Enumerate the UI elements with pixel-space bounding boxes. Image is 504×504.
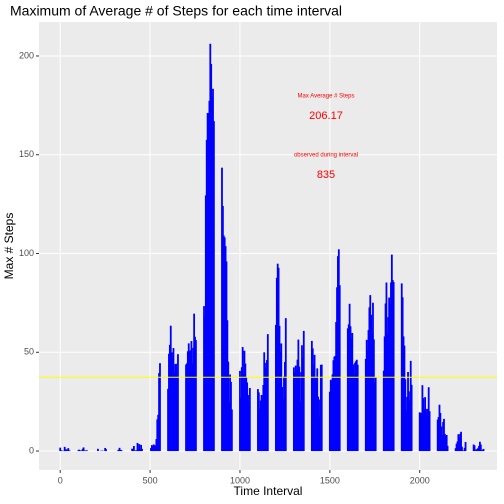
bar	[133, 445, 135, 452]
bar	[338, 285, 341, 452]
bar	[374, 377, 377, 452]
bar	[60, 450, 63, 452]
bar	[480, 449, 483, 452]
x-axis-title: Time Interval	[234, 484, 303, 498]
bar	[136, 442, 139, 452]
bar	[118, 447, 121, 452]
y-tick-label: 200	[19, 50, 34, 60]
bar	[460, 431, 462, 452]
bar	[67, 448, 70, 452]
bar	[82, 447, 85, 452]
bar	[59, 447, 62, 452]
bar	[392, 281, 395, 452]
bar	[446, 445, 449, 452]
bar	[63, 446, 66, 452]
bar	[464, 441, 467, 452]
bar	[195, 340, 197, 452]
bar	[284, 318, 287, 452]
x-tick-label: 2000	[410, 475, 430, 485]
y-axis-title: Max # Steps	[2, 213, 16, 280]
bar	[320, 364, 323, 452]
y-tick-label: 0	[29, 445, 34, 455]
bar	[230, 409, 233, 452]
bar	[482, 448, 485, 452]
bar	[141, 448, 143, 452]
y-tick-label: 100	[19, 248, 34, 258]
annotation: Max Average # Steps	[298, 94, 355, 100]
bar	[97, 448, 99, 452]
chart-title: Maximum of Average # of Steps for each t…	[10, 3, 342, 19]
bar	[159, 363, 161, 452]
bar	[410, 384, 413, 452]
bar	[86, 450, 89, 452]
bar	[138, 444, 141, 452]
bar	[248, 387, 251, 452]
bar	[120, 450, 123, 452]
bar	[79, 450, 82, 452]
bar	[212, 121, 215, 452]
x-tick-label: 0	[58, 475, 63, 485]
annotation: 206.17	[309, 110, 343, 122]
bar	[445, 434, 448, 452]
bar	[302, 330, 305, 452]
y-tick-label: 50	[24, 347, 34, 357]
bar	[266, 334, 269, 452]
bar	[78, 449, 80, 452]
x-tick-label: 1500	[320, 475, 340, 485]
bar	[479, 444, 482, 452]
x-tick-label: 500	[143, 475, 158, 485]
bar	[177, 354, 179, 452]
bar	[65, 449, 68, 452]
bar	[356, 364, 359, 452]
x-tick-label: 1000	[230, 475, 250, 485]
annotation: 835	[317, 169, 335, 181]
bar	[461, 450, 464, 452]
bar	[461, 446, 463, 452]
bar	[428, 411, 431, 452]
y-tick-label: 150	[19, 149, 34, 159]
annotation: observed during interval	[294, 153, 358, 159]
bar	[68, 450, 71, 452]
bar	[473, 445, 476, 452]
bar	[105, 449, 107, 452]
bar	[140, 444, 142, 452]
